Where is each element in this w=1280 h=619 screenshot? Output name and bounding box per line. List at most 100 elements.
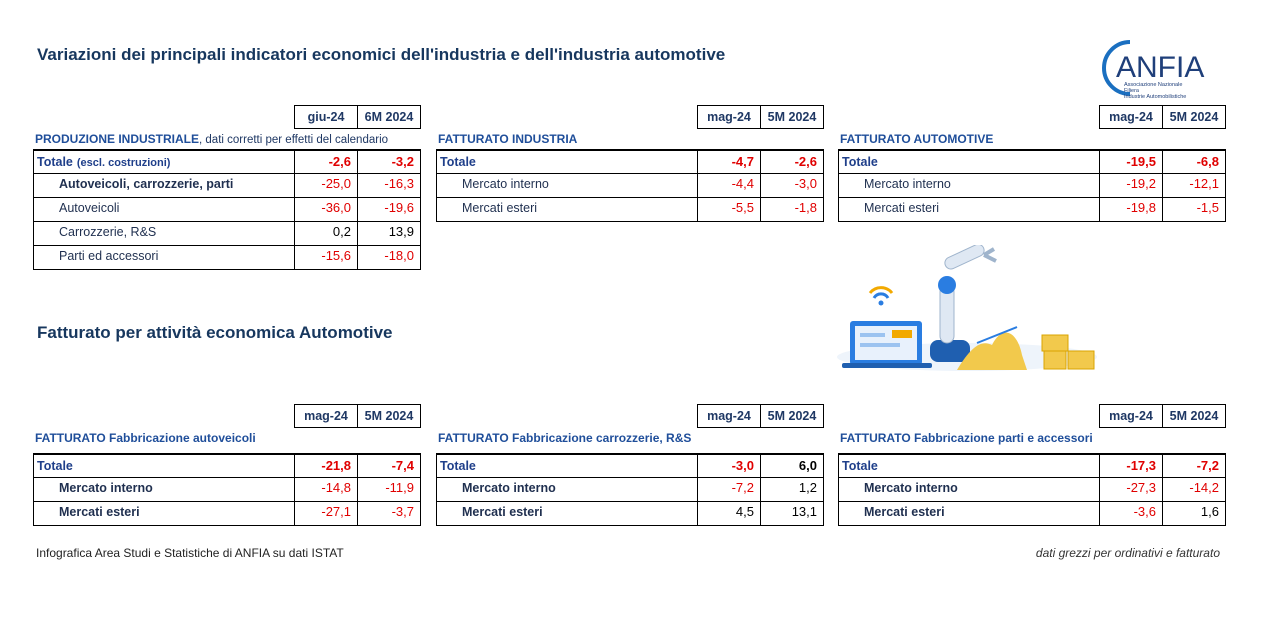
- value-cell: 1,6: [1162, 501, 1226, 526]
- value-cell: -16,3: [357, 173, 421, 198]
- column-header: 5M 2024: [1162, 105, 1226, 129]
- table-caption: FATTURATO Fabbricazione autoveicoli: [35, 430, 422, 448]
- caption-text: FATTURATO AUTOMOTIVE: [840, 132, 994, 146]
- row-label: Autoveicoli: [33, 197, 294, 222]
- row-label: Mercati esteri: [33, 501, 294, 526]
- logo: ANFIA Associazione Nazionale Filiera Ind…: [1102, 40, 1204, 100]
- value-cell: -25,0: [294, 173, 358, 198]
- label-text: Mercati esteri: [864, 505, 945, 519]
- column-header: mag-24: [294, 404, 358, 428]
- label-text: Mercato interno: [462, 481, 556, 495]
- label-text: Mercato interno: [864, 481, 958, 495]
- value-cell: 13,1: [760, 501, 824, 526]
- label-text: Carrozzerie, R&S: [59, 225, 157, 239]
- logo-arc: [1102, 40, 1131, 96]
- caption-text: FATTURATO Fabbricazione carrozzerie, R&S: [438, 431, 692, 445]
- column-header: 5M 2024: [1162, 404, 1226, 428]
- value-cell: -15,6: [294, 245, 358, 270]
- table-caption: FATTURATO INDUSTRIA: [438, 131, 825, 149]
- illustration: [837, 245, 1097, 371]
- value-cell: -6,8: [1162, 149, 1226, 174]
- logo-line: Associazione Nazionale: [1124, 82, 1182, 88]
- value-cell: -7,4: [357, 453, 421, 478]
- row-label: Totale (escl. costruzioni): [33, 149, 294, 174]
- column-header: mag-24: [1099, 404, 1163, 428]
- row-label: Parti ed accessori: [33, 245, 294, 270]
- label-text: Totale: [37, 155, 73, 169]
- value-cell: -3,6: [1099, 501, 1163, 526]
- caption-text: FATTURATO INDUSTRIA: [438, 132, 578, 146]
- value-cell: -1,8: [760, 197, 824, 222]
- value-cell: -19,6: [357, 197, 421, 222]
- row-label: Mercato interno: [33, 477, 294, 502]
- logo-name: ANFIA: [1116, 51, 1204, 84]
- caption-note: , dati corretti per effetti del calendar…: [199, 134, 389, 146]
- label-text: Totale: [842, 459, 878, 473]
- page-title: Variazioni dei principali indicatori eco…: [37, 45, 726, 64]
- label-text: Totale: [440, 155, 476, 169]
- value-cell: -14,2: [1162, 477, 1226, 502]
- value-cell: -4,7: [697, 149, 761, 174]
- column-header: 5M 2024: [357, 404, 421, 428]
- value-cell: -3,2: [357, 149, 421, 174]
- row-label: Mercato interno: [838, 173, 1099, 198]
- value-cell: -21,8: [294, 453, 358, 478]
- value-cell: -2,6: [294, 149, 358, 174]
- label-text: Totale: [440, 459, 476, 473]
- value-cell: -5,5: [697, 197, 761, 222]
- value-cell: 1,2: [760, 477, 824, 502]
- table-caption: FATTURATO Fabbricazione parti e accessor…: [840, 430, 1227, 448]
- row-label: Mercati esteri: [436, 501, 697, 526]
- label-text: Mercato interno: [59, 481, 153, 495]
- label-text: Mercato interno: [462, 177, 549, 191]
- section-title: Fatturato per attività economica Automot…: [37, 323, 393, 342]
- value-cell: -19,2: [1099, 173, 1163, 198]
- row-label: Autoveicoli, carrozzerie, parti: [33, 173, 294, 198]
- column-header: giu-24: [294, 105, 358, 129]
- label-text: Mercato interno: [864, 177, 951, 191]
- value-cell: -1,5: [1162, 197, 1226, 222]
- label-text: Totale: [842, 155, 878, 169]
- value-cell: 13,9: [357, 221, 421, 246]
- caption-text: PRODUZIONE INDUSTRIALE: [35, 132, 200, 146]
- value-cell: 4,5: [697, 501, 761, 526]
- value-cell: -2,6: [760, 149, 824, 174]
- column-header: 6M 2024: [357, 105, 421, 129]
- column-header: mag-24: [697, 105, 761, 129]
- logo-line: Filiera: [1124, 88, 1140, 94]
- label-note: (escl. costruzioni): [76, 157, 171, 169]
- row-label: Totale: [33, 453, 294, 478]
- value-cell: -27,3: [1099, 477, 1163, 502]
- row-label: Totale: [436, 149, 697, 174]
- row-label: Mercati esteri: [838, 501, 1099, 526]
- row-label: Mercato interno: [436, 173, 697, 198]
- value-cell: -19,5: [1099, 149, 1163, 174]
- label-text: Mercati esteri: [864, 201, 940, 215]
- logo-line: Industrie Automobilistiche: [1124, 94, 1186, 100]
- label-text: Mercati esteri: [59, 505, 140, 519]
- table-caption: FATTURATO Fabbricazione carrozzerie, R&S: [438, 430, 825, 448]
- value-cell: -3,7: [357, 501, 421, 526]
- value-cell: -14,8: [294, 477, 358, 502]
- column-header: mag-24: [1099, 105, 1163, 129]
- value-cell: -11,9: [357, 477, 421, 502]
- row-label: Mercato interno: [838, 477, 1099, 502]
- value-cell: -19,8: [1099, 197, 1163, 222]
- caption-text: FATTURATO Fabbricazione parti e accessor…: [840, 431, 1093, 445]
- label-text: Parti ed accessori: [59, 249, 159, 263]
- table-caption: PRODUZIONE INDUSTRIALE, dati corretti pe…: [35, 131, 422, 149]
- row-label: Mercati esteri: [436, 197, 697, 222]
- value-cell: -7,2: [1162, 453, 1226, 478]
- column-header: mag-24: [697, 404, 761, 428]
- column-header: 5M 2024: [760, 105, 824, 129]
- column-header: 5M 2024: [760, 404, 824, 428]
- row-label: Totale: [436, 453, 697, 478]
- value-cell: -18,0: [357, 245, 421, 270]
- value-cell: -12,1: [1162, 173, 1226, 198]
- value-cell: -4,4: [697, 173, 761, 198]
- value-cell: 0,2: [294, 221, 358, 246]
- value-cell: 6,0: [760, 453, 824, 478]
- label-text: Autoveicoli: [59, 201, 120, 215]
- footer-source: Infografica Area Studi e Statistiche di …: [36, 546, 344, 560]
